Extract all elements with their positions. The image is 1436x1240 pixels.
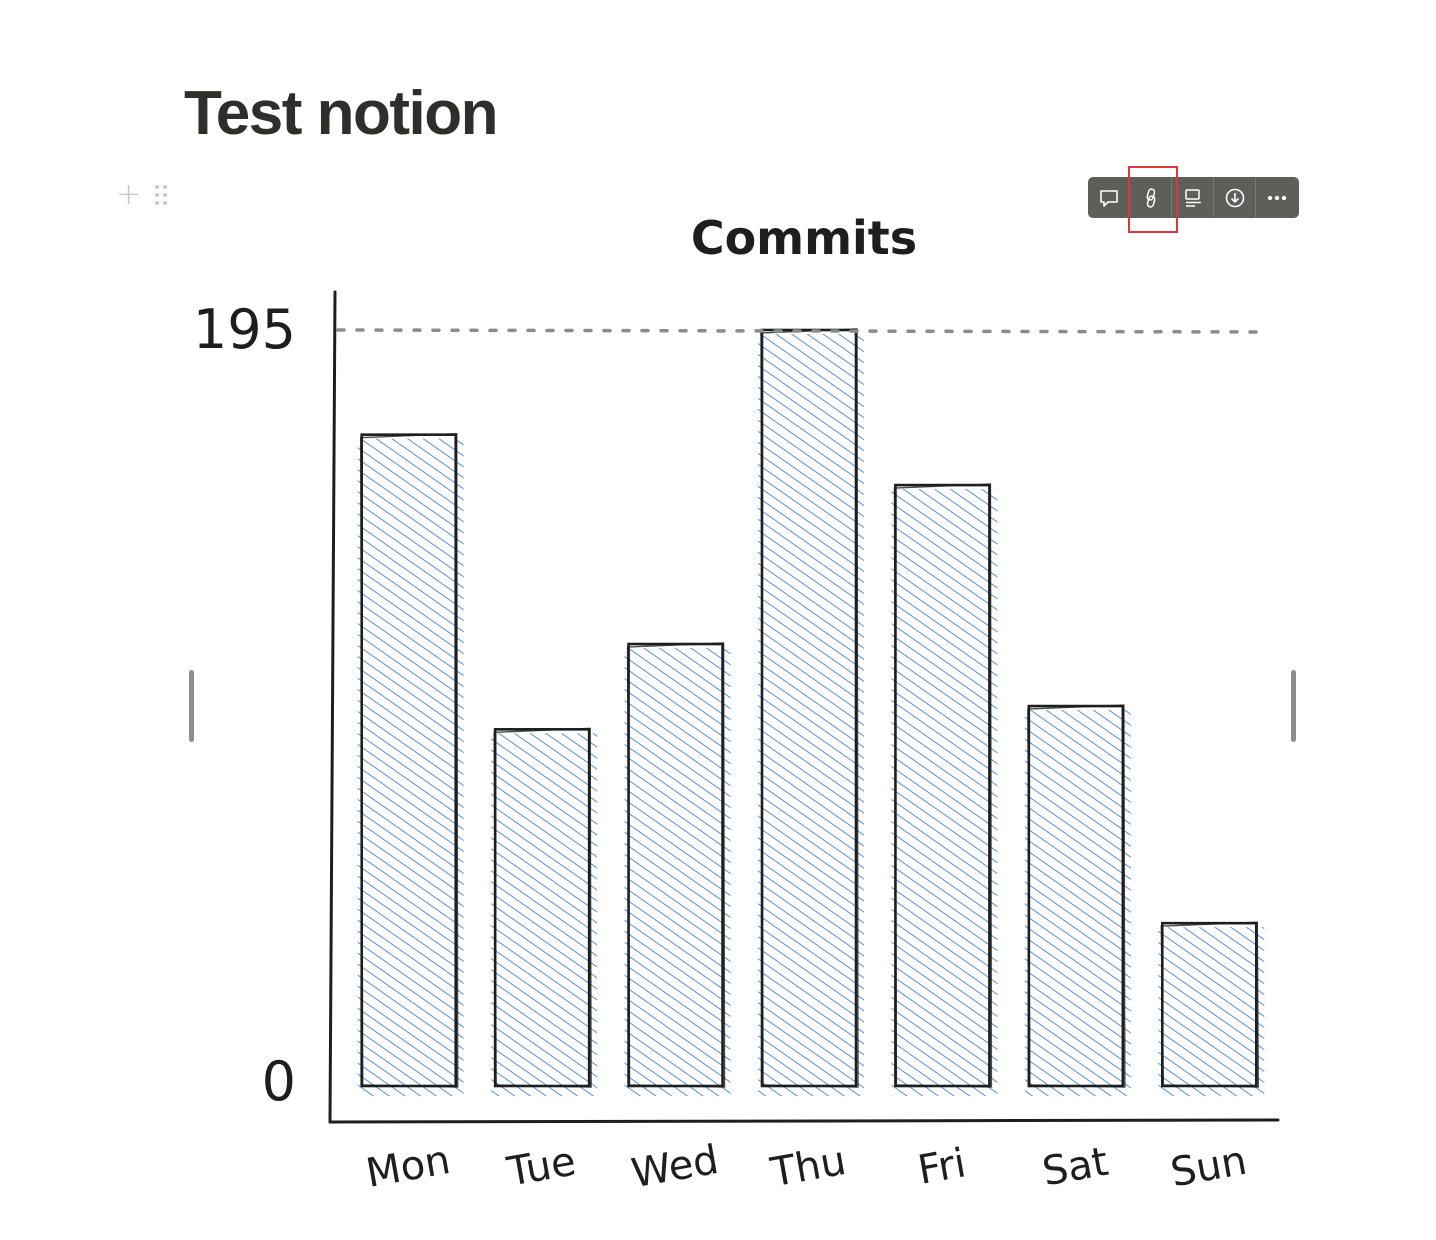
resize-handle-left[interactable] [189, 670, 194, 742]
x-tick-label: Sun [1167, 1138, 1250, 1197]
y-tick-label-max: 195 [193, 298, 296, 361]
bar-fill [758, 334, 864, 1096]
bar-wed [624, 642, 731, 1096]
download-button[interactable] [1214, 177, 1256, 218]
plus-icon[interactable]: + [116, 177, 142, 212]
bar-sat [1024, 704, 1131, 1096]
bar-outline-sketch [760, 328, 859, 1088]
bar-outline-sketch [493, 727, 592, 1088]
download-icon [1224, 187, 1246, 209]
bar-thu [758, 328, 864, 1096]
drag-handle-icon[interactable] [155, 185, 168, 205]
resize-handle-right[interactable] [1291, 670, 1296, 742]
y-tick-label-min: 0 [262, 1050, 296, 1113]
x-tick-label: Fri [914, 1140, 969, 1194]
bar-fill [491, 733, 598, 1096]
bar-outline-sketch [1160, 921, 1259, 1088]
image-toolbar [1088, 177, 1299, 218]
more-button[interactable] [1256, 177, 1298, 218]
comment-icon [1098, 187, 1120, 209]
bar-outline-sketch [626, 642, 726, 1088]
bar-outline-sketch [1027, 704, 1126, 1088]
bar-tue [491, 727, 598, 1096]
chart-title: Commits [691, 211, 917, 265]
page-title: Test notion [184, 79, 498, 148]
comment-button[interactable] [1088, 177, 1130, 218]
x-tick-label: Wed [628, 1137, 722, 1197]
reference-line [336, 328, 1270, 334]
bar-sun [1158, 921, 1265, 1096]
bar-mon [357, 432, 464, 1097]
x-axis [328, 1118, 1280, 1124]
bar-fill [357, 438, 464, 1097]
caption-button[interactable] [1172, 177, 1214, 218]
x-tick-label: Thu [767, 1138, 850, 1197]
bar-fill [1158, 927, 1265, 1096]
bar-outline-sketch [893, 483, 993, 1088]
link-icon [1140, 187, 1162, 209]
copy-link-button[interactable] [1130, 177, 1172, 218]
x-tick-label: Tue [503, 1138, 579, 1195]
highlighted-link-button-marker [1128, 166, 1178, 233]
caption-icon [1182, 187, 1204, 209]
x-tick-label: Mon [363, 1137, 454, 1197]
bar-fill [891, 489, 998, 1097]
block-handle[interactable]: + [116, 177, 168, 212]
y-axis [328, 290, 337, 1124]
bar-fri [891, 483, 998, 1097]
more-icon [1265, 187, 1289, 209]
bar-fill [624, 648, 731, 1096]
bar-outline-sketch [360, 432, 459, 1088]
bar-fill [1024, 710, 1131, 1096]
x-tick-label: Sat [1039, 1139, 1112, 1196]
